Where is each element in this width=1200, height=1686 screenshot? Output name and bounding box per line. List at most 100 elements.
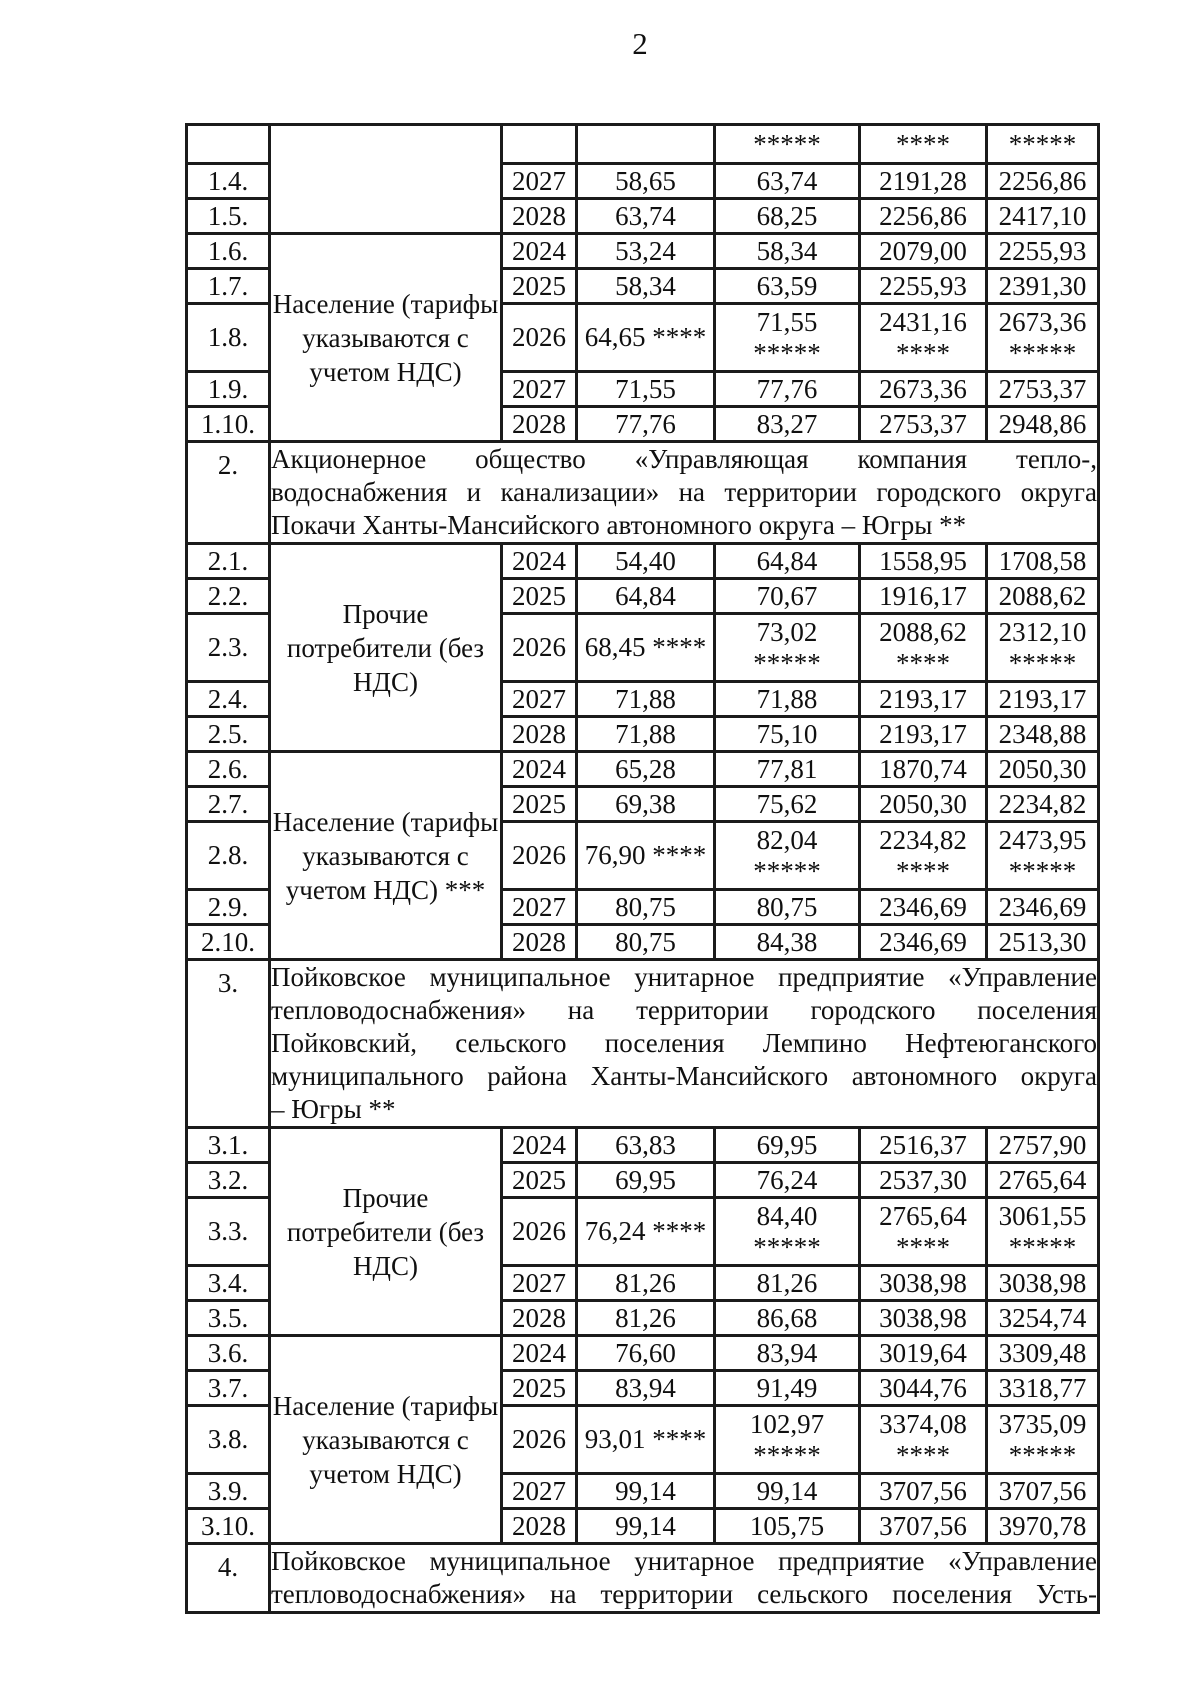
value-cell: 2673,36 ***** [985,302,1100,373]
table-row: 1.5. 2028 63,74 68,25 2256,86 2417,10 [185,197,1100,235]
value-cell: 2255,93 [985,232,1100,270]
row-number-cell: 3.1. [185,1126,271,1164]
value-cell: 58,65 [575,162,716,200]
year-cell: 2026 [500,1196,578,1267]
value-cell: 84,38 [713,923,861,961]
row-number-cell: 3.5. [185,1299,271,1337]
value-cell: 2417,10 [985,197,1100,235]
year-cell: 2025 [500,267,578,305]
value-cell: ***** [713,123,861,165]
tariff-table-body: ***** **** ***** 1.4. 2027 58,65 63,74 2191,28 2… [185,123,1100,1614]
table-row: 2.1. Прочие потребители (без НДС) 2024 54,4… [185,542,1100,753]
row-number-cell: 2.4. [185,680,271,718]
row-number-cell: 2.8. [185,820,271,891]
row-number-cell: 3.7. [185,1369,271,1407]
value-line: 71,55 [756,306,818,337]
value-cell: 2050,30 [858,785,988,823]
value-line: ***** [753,337,821,368]
year-cell: 2026 [500,1404,578,1475]
value-line: ***** [1008,647,1077,678]
section-row: 3. Пойковское муниципальное унитарное пре… [185,958,1100,1129]
row-number-cell: 4. [185,1542,271,1614]
value-line: **** [896,855,950,886]
value-cell: 2050,30 [985,750,1100,788]
year-cell: 2028 [500,715,578,753]
value-cell: 80,75 [713,888,861,926]
category-cell [268,123,503,235]
category-cell: Население (тарифы указываются с учетом Н… [268,750,503,961]
table-row: 3.9. 2027 99,14 99,14 3707,56 3707,56 [185,1472,1100,1510]
value-cell: 2513,30 [985,923,1100,961]
value-cell: 2193,17 [858,680,988,718]
value-line: 84,40 [756,1200,818,1231]
value-cell: 2312,10 ***** [985,612,1100,683]
value-cell: 3038,98 [858,1299,988,1337]
value-line: 3374,08 [879,1408,967,1439]
value-cell: 63,59 [713,267,861,305]
table-row: 2.7. 2025 69,38 75,62 2050,30 2234,82 [185,785,1100,823]
value-cell: **** [858,123,988,165]
value-cell: 3707,56 [858,1507,988,1545]
value-line: 2234,82 [879,824,967,855]
value-line: ***** [1008,1439,1077,1470]
table-row: ***** **** ***** [185,123,1100,235]
value-cell: 2088,62 **** [858,612,988,683]
value-line: **** [896,337,950,368]
value-cell: 81,26 [713,1264,861,1302]
year-cell: 2028 [500,405,578,443]
row-number-cell: 3.3. [185,1196,271,1267]
value-cell: 71,88 [575,680,716,718]
row-number-cell: 1.7. [185,267,271,305]
row-number-cell: 2.6. [185,750,271,788]
row-number-cell: 3.8. [185,1404,271,1475]
value-cell: 2948,86 [985,405,1100,443]
section-text-line: тепловодоснабжения» на территории городс… [271,995,1097,1025]
value-cell: 2673,36 [858,370,988,408]
row-number-cell: 1.8. [185,302,271,373]
year-cell: 2027 [500,1472,578,1510]
table-row: 2.2. 2025 64,84 70,67 1916,17 2088,62 [185,577,1100,615]
value-line: 2312,10 [998,616,1087,647]
category-cell: Прочие потребители (без НДС) [268,1126,503,1337]
table-row: 1.6. Население (тарифы указываются с учет… [185,232,1100,443]
row-number-cell: 2. [185,440,271,545]
year-cell: 2024 [500,542,578,580]
value-cell: 2256,86 [985,162,1100,200]
value-cell: 3735,09 ***** [985,1404,1100,1475]
table-row: 3.1. Прочие потребители (без НДС) 2024 63,8… [185,1126,1100,1337]
value-line: 2473,95 [998,824,1087,855]
value-cell: 58,34 [575,267,716,305]
value-cell: 2234,82 **** [858,820,988,891]
row-number-cell: 2.7. [185,785,271,823]
value-cell: 2346,69 [858,888,988,926]
value-cell: 1870,74 [858,750,988,788]
value-cell: 84,40 ***** [713,1196,861,1267]
value-cell: 3707,56 [985,1472,1100,1510]
value-line: ***** [753,647,821,678]
value-cell: 81,26 [575,1299,716,1337]
value-cell: 75,10 [713,715,861,753]
value-cell: 2765,64 [985,1161,1100,1199]
section-text-line: Пойковское муниципальное унитарное предп… [271,962,1097,993]
value-cell: 2348,88 [985,715,1100,753]
year-cell: 2024 [500,750,578,788]
value-cell: 64,84 [575,577,716,615]
value-cell: 77,81 [713,750,861,788]
year-cell: 2025 [500,1369,578,1407]
page-number: 2 [632,26,648,61]
row-number-cell: 3.4. [185,1264,271,1302]
value-cell: 3038,98 [858,1264,988,1302]
value-cell: 54,40 [575,542,716,580]
row-number-cell: 3.6. [185,1334,271,1372]
value-cell: 86,68 [713,1299,861,1337]
value-cell: 76,24 **** [575,1196,716,1267]
row-number-cell: 1.10. [185,405,271,443]
year-cell: 2028 [500,923,578,961]
value-cell: 80,75 [575,888,716,926]
value-cell: 83,94 [713,1334,861,1372]
value-cell: 91,49 [713,1369,861,1407]
section-row: 2. Акционерное общество «Управляющая комп… [185,440,1100,545]
value-cell: 83,94 [575,1369,716,1407]
value-cell: 2079,00 [858,232,988,270]
value-cell: 63,83 [575,1126,716,1164]
